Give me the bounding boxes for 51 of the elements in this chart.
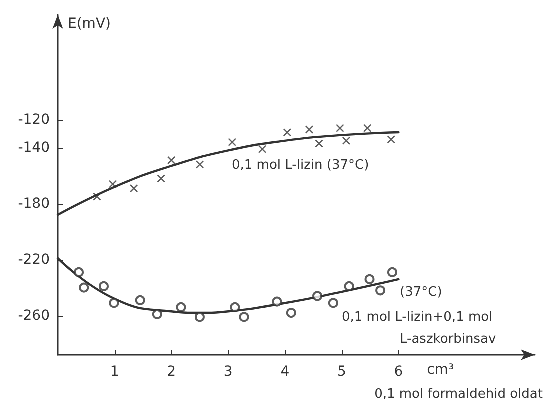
x-tick-label: 3 (224, 364, 233, 380)
point (109, 298, 120, 308)
point (336, 124, 344, 132)
x-tick-label: 5 (337, 364, 346, 380)
y-tick-label: -220 (18, 252, 50, 268)
point (328, 298, 338, 308)
point (196, 160, 204, 169)
point (93, 192, 102, 202)
point (342, 136, 351, 146)
annotation: 0,1 mol L-lizin (37°C) (232, 158, 370, 173)
point (258, 145, 267, 154)
point (272, 296, 282, 307)
x-axis-title: cm³ (427, 362, 454, 378)
y-tick-label: -120 (18, 112, 50, 128)
point (194, 312, 205, 322)
point (286, 308, 296, 318)
y-tick-label: -260 (18, 308, 50, 324)
x-tick-label: 6 (394, 364, 404, 380)
point (363, 124, 372, 132)
y-tick-label: -140 (18, 140, 50, 156)
point (387, 135, 396, 144)
point (108, 180, 118, 188)
point (79, 282, 90, 293)
point (315, 140, 324, 148)
point (152, 309, 162, 320)
point (364, 274, 375, 284)
point (387, 267, 398, 278)
annotation: 0,1 mol L-lizin+0,1 mol (342, 310, 493, 325)
annotation: L-aszkorbinsav (400, 332, 496, 347)
point (230, 302, 240, 312)
x-tick-label: 4 (280, 364, 290, 380)
point (344, 281, 354, 292)
point (228, 138, 236, 146)
y-tick-label: -180 (18, 196, 50, 212)
annotation: (37°C) (400, 285, 442, 300)
point (239, 312, 250, 322)
y-axis-title: E(mV) (68, 16, 111, 32)
point (312, 291, 323, 302)
point (99, 281, 109, 292)
point (305, 126, 314, 134)
point (135, 295, 146, 306)
point (376, 286, 386, 296)
point (157, 174, 166, 183)
x-tick-label: 2 (167, 364, 176, 380)
point (176, 302, 186, 312)
x-tick-label: 1 (110, 364, 120, 380)
point (283, 128, 292, 137)
text: 0,1 mol formaldehid oldat (374, 387, 544, 402)
point (74, 267, 84, 278)
point (130, 184, 138, 193)
point (167, 156, 176, 165)
